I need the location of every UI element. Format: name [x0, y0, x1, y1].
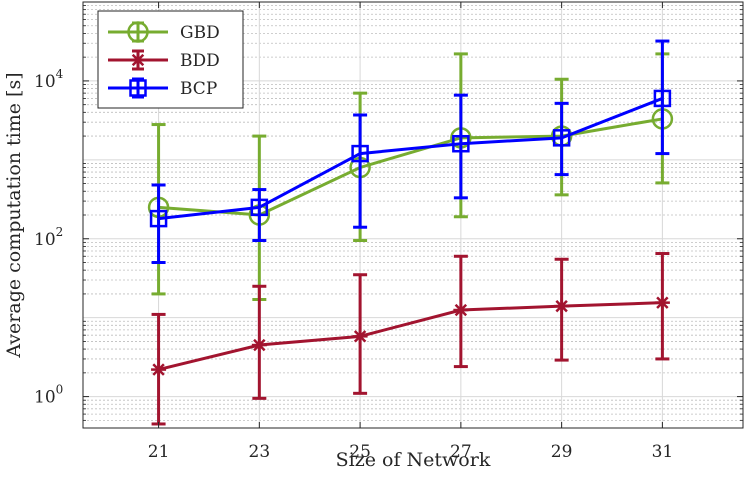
legend-entry-bdd: BDD	[108, 49, 220, 71]
data-point-bcp	[250, 198, 269, 217]
data-point-bcp	[149, 209, 168, 228]
x-tick-label: 31	[652, 442, 674, 462]
legend-marker-bcp	[129, 79, 147, 97]
legend-symbol-bdd	[108, 49, 168, 71]
y-tick-label: 102	[34, 225, 63, 250]
data-point-bdd	[554, 298, 570, 314]
data-point-bcp	[653, 89, 672, 108]
data-point-bdd	[453, 302, 469, 318]
marker-stroke	[454, 303, 468, 317]
x-tick-label: 25	[349, 442, 371, 462]
x-tick-label: 21	[148, 442, 170, 462]
series-line-bcp	[158, 97, 663, 221]
series-layer	[147, 39, 674, 426]
error-bar-bcp	[655, 39, 670, 156]
data-point-bcp	[452, 134, 470, 153]
error-bar-bcp	[151, 183, 166, 265]
legend-symbol-gbd	[108, 21, 168, 43]
legend-entry-gbd: GBD	[108, 21, 220, 43]
marker-stroke	[152, 363, 165, 376]
legend-symbol-bcp	[108, 77, 168, 99]
y-tick-label: 104	[34, 67, 64, 92]
axes: 21 23 25 27 29 31 100 102 104	[34, 2, 743, 462]
y-tick-label: 100	[34, 383, 63, 408]
series-bcp	[149, 39, 672, 265]
marker-stroke	[353, 330, 367, 343]
marker-stroke	[656, 296, 669, 309]
error-bar-bcp	[453, 93, 468, 200]
legend-marker-gbd	[127, 21, 149, 43]
legend-label-bcp: BCP	[180, 79, 217, 99]
series-bdd	[151, 252, 670, 426]
series-line-bdd	[158, 301, 663, 372]
marker-stroke	[131, 53, 145, 67]
data-point-bdd	[654, 295, 670, 311]
marker-stroke	[555, 299, 568, 313]
series-line-gbd	[158, 117, 663, 217]
x-axis-label: Size of Network	[336, 449, 491, 471]
data-point-bcp	[552, 129, 571, 147]
error-bar-bcp	[353, 113, 368, 229]
legend-entry-bcp: BCP	[108, 77, 217, 99]
legend-label-bdd: BDD	[180, 51, 220, 71]
y-axis-label: Average computation time [s]	[3, 72, 25, 358]
data-point-bdd	[251, 337, 267, 353]
x-tick-label: 29	[551, 442, 573, 462]
x-tick-label: 27	[450, 442, 472, 462]
data-point-bdd	[352, 328, 368, 344]
legend-label-gbd: GBD	[180, 23, 220, 43]
legend-marker-bdd	[130, 52, 146, 68]
data-point-bdd	[151, 362, 167, 378]
x-tick-label: 23	[249, 442, 271, 462]
marker-stroke	[253, 338, 266, 352]
data-point-bcp	[351, 144, 369, 163]
legend: GBD BDD BCP	[97, 10, 244, 109]
